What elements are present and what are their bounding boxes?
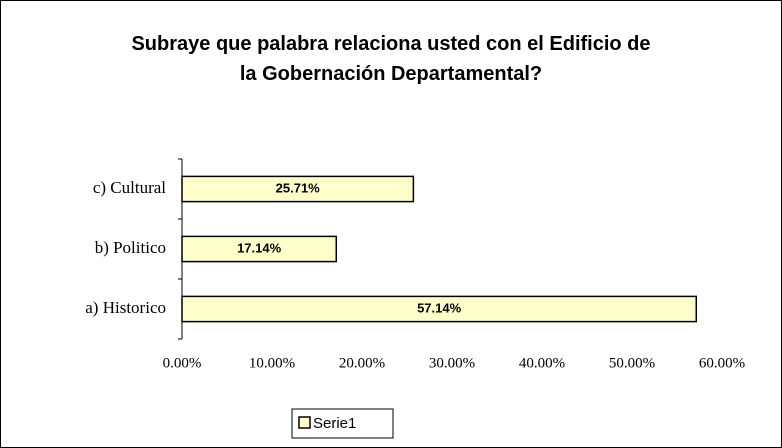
value-label: 57.14%	[417, 300, 462, 315]
x-tick-label: 10.00%	[249, 355, 295, 371]
legend-swatch	[298, 416, 311, 429]
category-label: b) Politico	[95, 238, 166, 257]
category-label: a) Historico	[85, 298, 166, 317]
bar	[181, 295, 698, 323]
x-tick-label: 40.00%	[519, 355, 565, 371]
bar	[181, 175, 415, 203]
x-tick-label: 20.00%	[339, 355, 385, 371]
bar	[181, 235, 338, 263]
chart-title: Subraye que palabra relaciona usted con …	[131, 33, 651, 85]
x-tick-label: 50.00%	[609, 355, 655, 371]
category-label: c) Cultural	[93, 178, 166, 197]
legend-label: Serie1	[313, 415, 356, 432]
x-tick-label: 0.00%	[163, 355, 202, 371]
value-label: 17.14%	[237, 240, 282, 255]
x-tick-label: 30.00%	[429, 355, 475, 371]
value-label: 25.71%	[276, 180, 321, 195]
x-tick-label: 60.00%	[699, 355, 745, 371]
